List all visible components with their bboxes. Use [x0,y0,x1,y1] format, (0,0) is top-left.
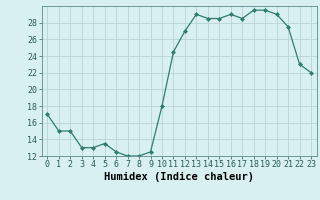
X-axis label: Humidex (Indice chaleur): Humidex (Indice chaleur) [104,172,254,182]
